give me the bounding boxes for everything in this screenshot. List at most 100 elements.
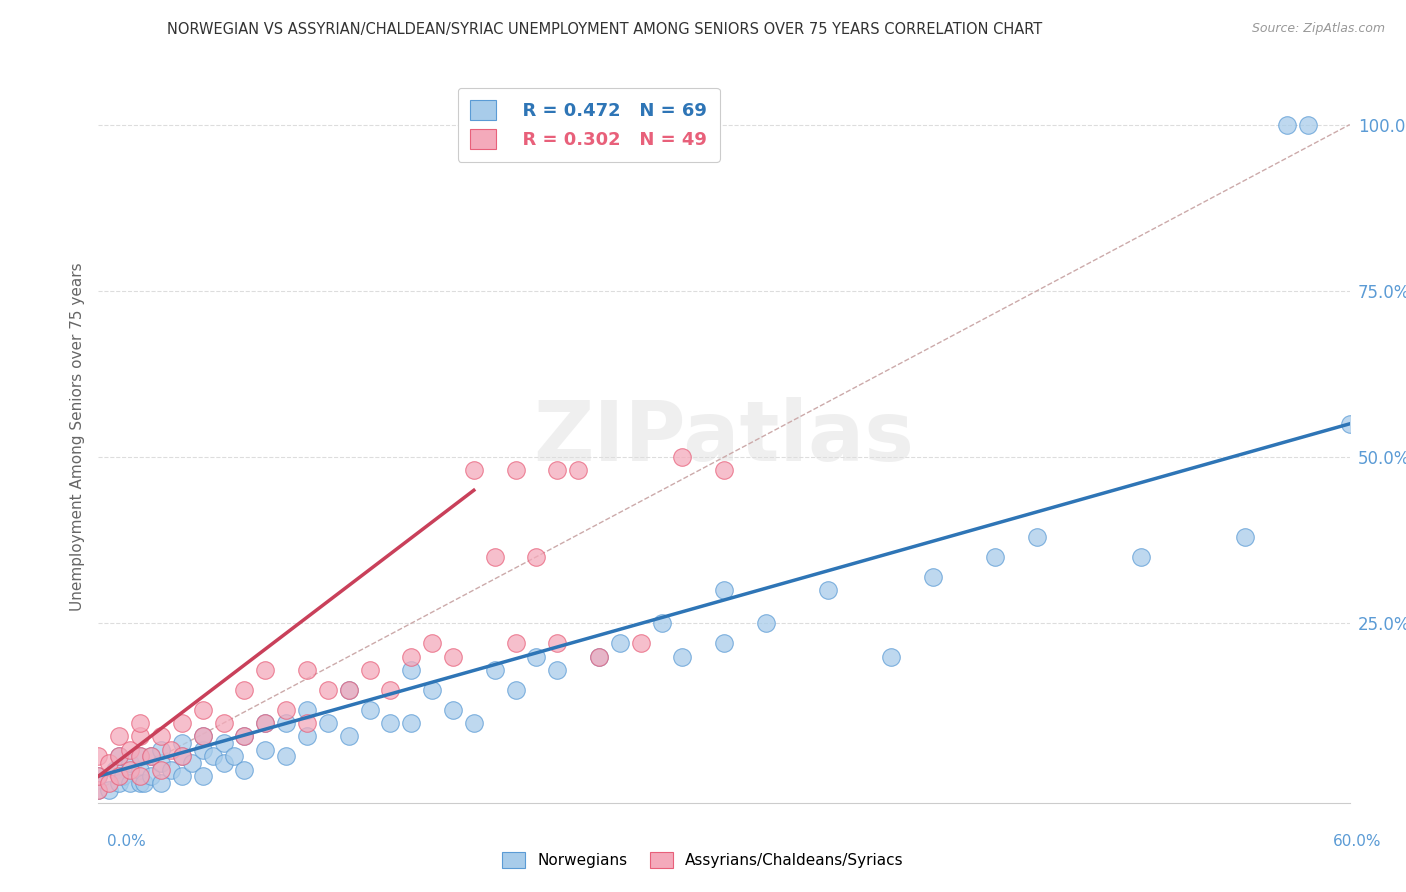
- Point: [1277, 118, 1299, 132]
- Point: [118, 756, 141, 770]
- Point: [337, 682, 360, 697]
- Point: [316, 716, 339, 731]
- Point: [295, 703, 318, 717]
- Point: [526, 649, 548, 664]
- Point: [401, 663, 423, 677]
- Point: [181, 756, 204, 770]
- Point: [129, 776, 152, 790]
- Point: [150, 763, 173, 777]
- Point: [713, 582, 735, 597]
- Point: [463, 463, 485, 477]
- Point: [150, 756, 173, 770]
- Point: [546, 663, 568, 677]
- Point: [546, 636, 568, 650]
- Point: [1026, 530, 1049, 544]
- Point: [567, 463, 589, 477]
- Point: [118, 763, 141, 777]
- Point: [170, 769, 193, 783]
- Point: [671, 450, 693, 464]
- Point: [97, 776, 120, 790]
- Point: [713, 636, 735, 650]
- Point: [170, 749, 193, 764]
- Point: [108, 769, 131, 783]
- Point: [526, 549, 548, 564]
- Point: [112, 769, 135, 783]
- Point: [1130, 549, 1153, 564]
- Point: [233, 763, 256, 777]
- Point: [87, 769, 110, 783]
- Point: [108, 749, 131, 764]
- Point: [359, 703, 381, 717]
- Point: [984, 549, 1007, 564]
- Point: [129, 763, 152, 777]
- Point: [380, 682, 402, 697]
- Point: [129, 716, 152, 731]
- Point: [191, 729, 214, 743]
- Legend: Norwegians, Assyrians/Chaldeans/Syriacs: Norwegians, Assyrians/Chaldeans/Syriacs: [494, 843, 912, 877]
- Point: [401, 716, 423, 731]
- Point: [97, 756, 120, 770]
- Point: [588, 649, 610, 664]
- Point: [274, 703, 298, 717]
- Point: [254, 716, 277, 731]
- Point: [295, 716, 318, 731]
- Point: [463, 716, 485, 731]
- Point: [671, 649, 693, 664]
- Point: [129, 749, 152, 764]
- Point: [755, 616, 778, 631]
- Point: [546, 463, 568, 477]
- Point: [191, 742, 214, 756]
- Point: [880, 649, 903, 664]
- Point: [104, 763, 127, 777]
- Point: [87, 782, 110, 797]
- Point: [87, 769, 110, 783]
- Point: [295, 729, 318, 743]
- Point: [420, 636, 443, 650]
- Point: [170, 716, 193, 731]
- Point: [212, 756, 235, 770]
- Point: [441, 649, 464, 664]
- Text: 0.0%: 0.0%: [107, 834, 146, 848]
- Point: [150, 776, 173, 790]
- Point: [191, 729, 214, 743]
- Point: [191, 703, 214, 717]
- Text: NORWEGIAN VS ASSYRIAN/CHALDEAN/SYRIAC UNEMPLOYMENT AMONG SENIORS OVER 75 YEARS C: NORWEGIAN VS ASSYRIAN/CHALDEAN/SYRIAC UN…: [167, 22, 1042, 37]
- Point: [380, 716, 402, 731]
- Point: [233, 729, 256, 743]
- Point: [170, 736, 193, 750]
- Point: [233, 682, 256, 697]
- Point: [1296, 118, 1319, 132]
- Point: [337, 729, 360, 743]
- Point: [150, 742, 173, 756]
- Legend:   R = 0.472   N = 69,   R = 0.302   N = 49: R = 0.472 N = 69, R = 0.302 N = 49: [458, 87, 720, 161]
- Point: [139, 749, 162, 764]
- Point: [484, 663, 506, 677]
- Point: [129, 769, 152, 783]
- Point: [713, 463, 735, 477]
- Text: ZIPatlas: ZIPatlas: [534, 397, 914, 477]
- Point: [921, 570, 943, 584]
- Point: [274, 749, 298, 764]
- Point: [316, 682, 339, 697]
- Point: [134, 776, 156, 790]
- Point: [295, 663, 318, 677]
- Point: [160, 763, 183, 777]
- Point: [401, 649, 423, 664]
- Point: [609, 636, 631, 650]
- Point: [254, 663, 277, 677]
- Point: [202, 749, 225, 764]
- Point: [1339, 417, 1361, 431]
- Point: [97, 782, 120, 797]
- Point: [118, 742, 141, 756]
- Point: [129, 729, 152, 743]
- Point: [233, 729, 256, 743]
- Point: [129, 749, 152, 764]
- Point: [212, 736, 235, 750]
- Point: [139, 749, 162, 764]
- Point: [254, 716, 277, 731]
- Point: [588, 649, 610, 664]
- Point: [139, 769, 162, 783]
- Point: [420, 682, 443, 697]
- Point: [87, 749, 110, 764]
- Point: [359, 663, 381, 677]
